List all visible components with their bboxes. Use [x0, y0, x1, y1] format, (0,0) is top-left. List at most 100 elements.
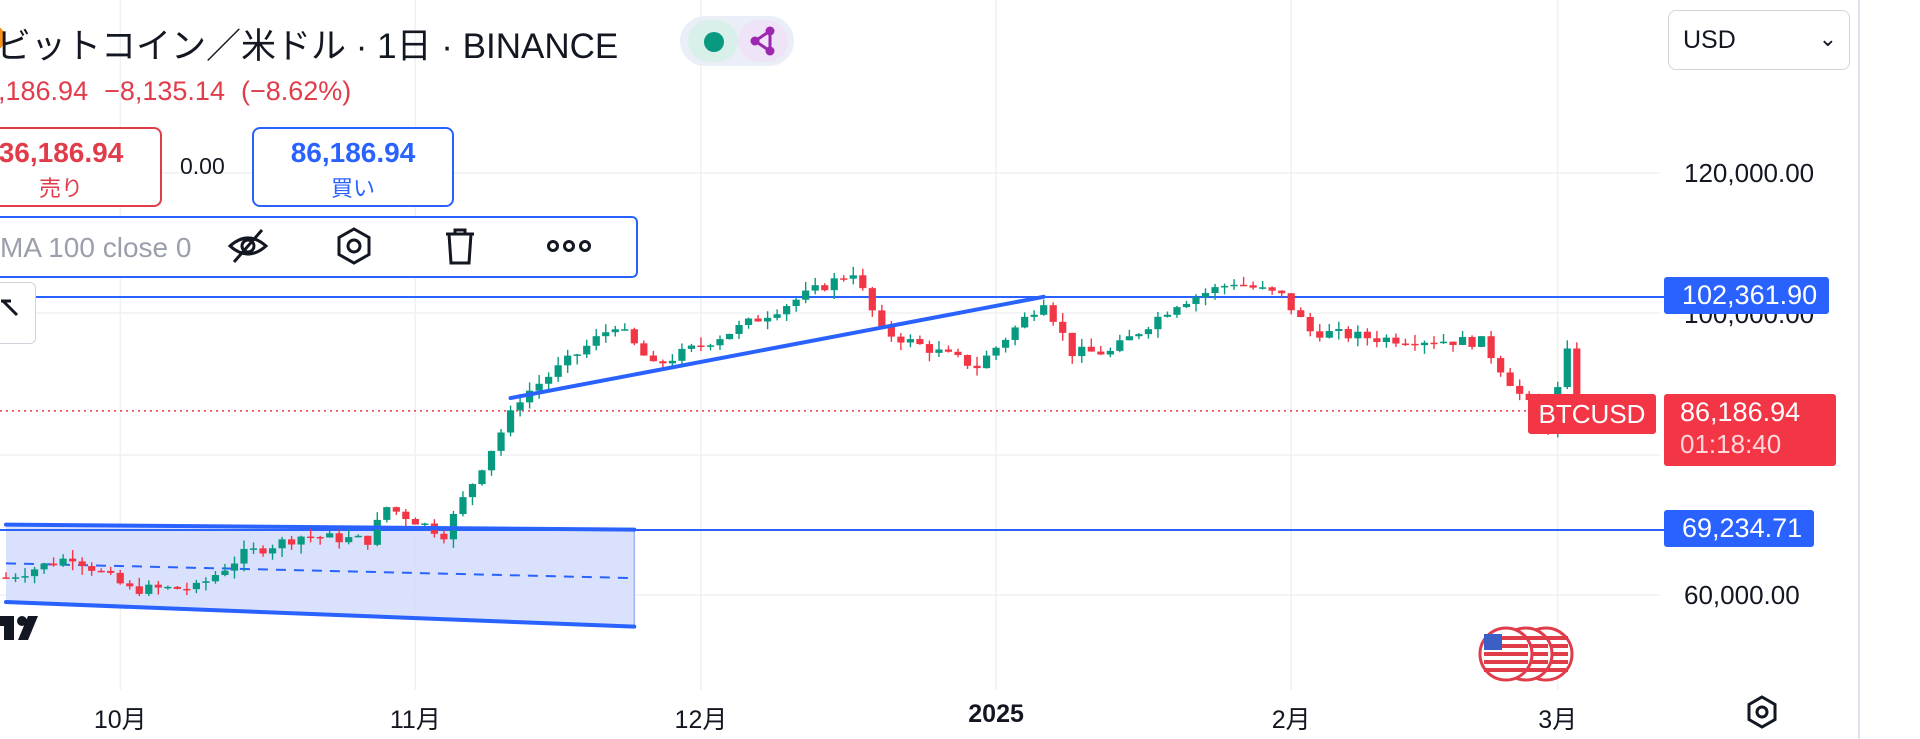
candle-body	[840, 278, 848, 280]
candle-body	[107, 570, 115, 573]
us-flag-events-icon[interactable]	[1476, 624, 1576, 684]
candle-body	[859, 275, 867, 289]
candle-body	[459, 497, 467, 515]
candle-body	[897, 336, 905, 343]
indicator-legend[interactable]: MA 100 close 0	[0, 216, 638, 278]
candle-body	[992, 347, 1000, 356]
trash-icon[interactable]	[438, 226, 482, 266]
lower-level-tag[interactable]: 69,234.71	[1664, 510, 1815, 548]
candle-body	[735, 325, 743, 334]
candle-body	[773, 314, 781, 318]
candle-body	[1411, 343, 1419, 346]
symbol-title[interactable]: ビットコイン／米ドル · 1日 · BINANCE	[0, 27, 619, 66]
candle-body	[354, 535, 362, 538]
candle-body	[906, 339, 914, 343]
candle-body	[1011, 327, 1019, 340]
candle-body	[1135, 334, 1143, 337]
candle-body	[1487, 336, 1495, 359]
candle-body	[373, 519, 381, 545]
candle-body	[1040, 305, 1048, 315]
collapse-legend-button[interactable]	[0, 282, 36, 344]
candle-body	[802, 290, 810, 300]
candle-body	[640, 343, 648, 356]
buy-button[interactable]: 86,186.94 買い	[252, 127, 454, 207]
candle-body	[792, 299, 800, 307]
settings-hexagon-icon[interactable]	[332, 226, 376, 266]
candle-body	[135, 586, 143, 594]
candlestick-series	[2, 266, 1581, 597]
candle-body	[1097, 351, 1105, 355]
more-icon[interactable]	[544, 226, 591, 266]
candle-body	[88, 566, 96, 571]
candle-body	[687, 345, 696, 349]
candle-body	[602, 332, 610, 337]
candle-body	[1220, 285, 1229, 288]
candle-body	[1439, 341, 1448, 344]
candle-body	[668, 360, 676, 364]
time-axis-label: 10月	[93, 706, 147, 734]
candle-body	[1287, 293, 1295, 311]
candle-body	[116, 572, 124, 584]
candle-body	[1154, 316, 1162, 330]
tradingview-logo-icon[interactable]	[0, 612, 40, 652]
currency-value: USD	[1683, 26, 1736, 54]
channel-fill	[6, 524, 635, 627]
eye-hidden-icon[interactable]	[226, 226, 270, 266]
candle-body	[963, 355, 972, 366]
candle-body	[1401, 343, 1410, 346]
last-price-value: 86,186.94	[1680, 397, 1801, 427]
sell-button[interactable]: 36,186.94 売り	[0, 127, 162, 207]
candle-body	[1573, 348, 1581, 411]
candle-body	[1278, 290, 1286, 294]
candle-body	[1030, 314, 1038, 317]
candle-body	[221, 570, 229, 576]
candle-body	[69, 558, 77, 562]
candle-body	[240, 548, 248, 564]
candle-body	[11, 577, 20, 579]
market-status-pill[interactable]	[680, 16, 794, 66]
gear-icon[interactable]	[1744, 694, 1780, 735]
candle-body	[611, 329, 619, 333]
buy-price: 86,186.94	[290, 137, 416, 168]
price-summary: ,186.94 −8,135.14 (−8.62%)	[0, 76, 367, 107]
candle-body	[725, 333, 734, 340]
currency-select[interactable]: USD ⌄	[1668, 10, 1850, 70]
buy-label: 買い	[330, 176, 375, 201]
candle-body	[59, 558, 67, 566]
candle-body	[2, 577, 10, 579]
candle-body	[1497, 358, 1505, 373]
candle-body	[202, 581, 210, 583]
chevron-down-icon: ⌄	[1818, 26, 1837, 51]
candle-body	[1297, 310, 1305, 317]
candle-body	[649, 355, 657, 362]
candle-body	[145, 584, 153, 594]
candle-body	[583, 345, 591, 355]
candle-body	[944, 349, 953, 352]
shaded-channel	[5, 524, 636, 627]
spread-value: 0.00	[180, 153, 225, 179]
candle-body	[1240, 284, 1248, 287]
candle-body	[916, 339, 924, 345]
candle-body	[1211, 287, 1219, 294]
candle-body	[1373, 338, 1381, 342]
candle-body	[268, 548, 277, 554]
candle-body	[1163, 314, 1172, 317]
candle-body	[468, 484, 477, 498]
candle-body	[1335, 329, 1343, 331]
sell-label: 売り	[38, 176, 83, 201]
trendlines[interactable]	[4, 294, 1046, 629]
candle-body	[764, 317, 772, 322]
candle-body	[1354, 331, 1362, 339]
candle-body	[545, 376, 553, 384]
candle-body	[564, 355, 572, 366]
upper-level-tag[interactable]: 102,361.90	[1664, 277, 1830, 315]
candle-body	[402, 511, 410, 520]
last-price-tag: 86,186.94 01:18:40	[1664, 394, 1836, 466]
candle-body	[1344, 329, 1352, 339]
candle-body	[1068, 332, 1076, 357]
trendline	[508, 294, 1046, 401]
candle-body	[706, 345, 715, 347]
candle-body	[1268, 287, 1276, 291]
horizontal-levels	[0, 296, 1668, 532]
